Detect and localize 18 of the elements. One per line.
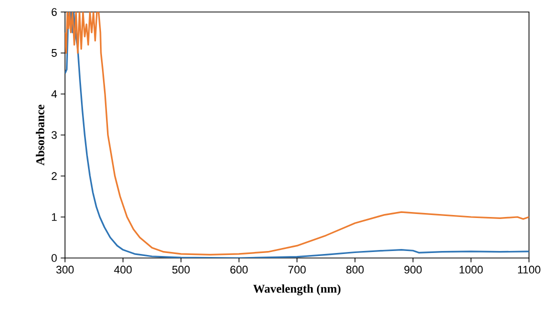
y-tick-label: 0 bbox=[52, 254, 57, 262]
x-tick-label: 700 bbox=[288, 266, 306, 274]
x-tick-label: 600 bbox=[230, 266, 248, 274]
y-tick-label: 6 bbox=[52, 8, 57, 16]
y-axis-title: Absorbance bbox=[36, 104, 44, 166]
x-tick-label: 900 bbox=[404, 266, 422, 274]
y-tick-label: 2 bbox=[52, 172, 57, 180]
y-tick-label: 5 bbox=[52, 49, 57, 57]
x-axis-title: Wavelength (nm) bbox=[253, 284, 340, 296]
x-tick-label: 1100 bbox=[518, 266, 540, 274]
x-tick-label: 400 bbox=[114, 266, 132, 274]
y-tick-label: 4 bbox=[51, 90, 57, 98]
y-tick-label: 1 bbox=[52, 213, 57, 221]
x-tick-label: 300 bbox=[56, 266, 74, 274]
x-tick-label: 800 bbox=[346, 266, 364, 274]
x-tick-label: 500 bbox=[172, 266, 190, 274]
x-tick-label: 1000 bbox=[460, 266, 483, 274]
y-tick-label: 3 bbox=[52, 131, 57, 139]
